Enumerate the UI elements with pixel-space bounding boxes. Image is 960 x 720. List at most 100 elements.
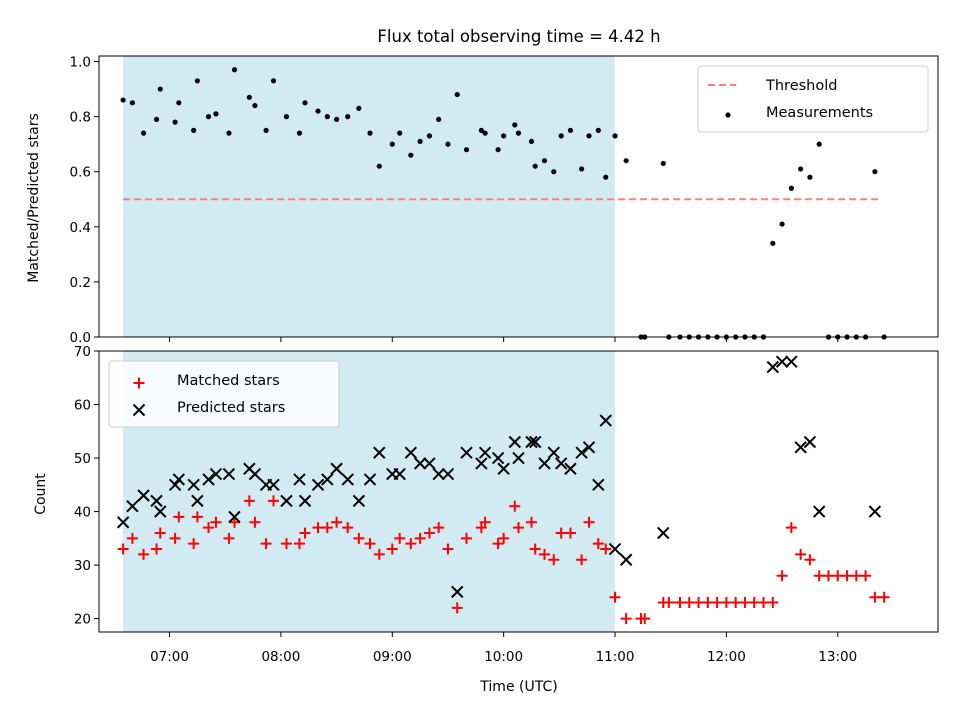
top-data-point — [660, 160, 666, 167]
bottom-data-point — [460, 446, 473, 459]
bottom-data-point — [249, 516, 261, 528]
bottom-data-point — [352, 494, 366, 508]
top-data-point — [157, 86, 163, 92]
bottom-data-point — [267, 478, 280, 492]
bottom-data-point — [860, 570, 872, 582]
bottom-panel: 20 30 40 50 60 70 07:00 08:00 09:00 10:00 11:00 12:… — [74, 344, 939, 665]
bottom-data-point — [223, 532, 235, 544]
bottom-data-point — [151, 543, 163, 555]
top-legend: Threshold Measurements — [697, 65, 929, 133]
bottom-data-point — [202, 473, 215, 486]
bottom-data-point — [609, 591, 621, 603]
bottom-y-tick-label: 30 — [74, 558, 91, 574]
bottom-data-point — [414, 532, 426, 544]
bottom-data-point — [321, 522, 333, 534]
top-data-point — [324, 114, 330, 120]
top-y-tick-label: 0.0 — [70, 330, 91, 346]
top-data-point — [623, 158, 629, 164]
bottom-data-point — [576, 554, 588, 566]
top-series-1 — [120, 67, 887, 340]
bottom-data-point — [117, 543, 129, 555]
bottom-data-point — [599, 414, 612, 427]
chart-title: Flux total observing time = 4.42 h — [377, 27, 660, 46]
bottom-y-tick-label: 70 — [74, 344, 91, 360]
top-data-point — [579, 166, 585, 172]
bottom-data-point — [841, 570, 853, 582]
bottom-x-tick-label: 08:00 — [261, 649, 300, 665]
top-data-point — [120, 97, 126, 103]
bottom-data-point — [525, 435, 538, 449]
bottom-data-point — [555, 527, 567, 539]
bottom-data-point — [187, 478, 200, 492]
bottom-data-point — [191, 511, 203, 523]
bottom-data-point — [393, 467, 406, 481]
top-data-point — [231, 67, 238, 73]
top-data-point — [283, 114, 290, 120]
bottom-x-tick-label: 07:00 — [150, 649, 189, 665]
top-data-point — [296, 130, 303, 136]
top-legend-label-0: Threshold — [765, 78, 837, 94]
bottom-data-point — [547, 446, 560, 459]
top-data-point — [270, 78, 277, 84]
bottom-data-point — [138, 548, 150, 560]
bottom-data-point — [508, 435, 521, 449]
bottom-data-point — [528, 435, 542, 449]
bottom-data-point — [150, 494, 163, 508]
top-data-point — [205, 114, 212, 120]
bottom-data-point — [116, 516, 130, 529]
bottom-x-tick-label: 13:00 — [818, 649, 857, 665]
bottom-data-point — [248, 467, 262, 481]
bottom-data-point — [498, 532, 510, 544]
bottom-series-1 — [116, 355, 882, 599]
bottom-data-point — [575, 446, 588, 459]
top-data-point — [367, 130, 373, 136]
bottom-data-point — [243, 495, 255, 507]
bottom-data-point — [748, 597, 760, 609]
top-data-point — [176, 100, 182, 106]
bottom-data-point — [525, 516, 537, 528]
bottom-y-tick-label: 60 — [74, 398, 91, 414]
bottom-data-point — [758, 597, 770, 609]
top-data-point — [426, 133, 433, 139]
bottom-data-point — [154, 505, 167, 518]
bottom-data-point — [766, 360, 780, 374]
top-data-point — [436, 116, 442, 122]
bottom-data-point — [620, 613, 632, 625]
bottom-data-point — [529, 543, 541, 555]
bottom-data-point — [674, 597, 686, 609]
bottom-data-point — [730, 597, 742, 609]
bottom-data-point — [804, 554, 816, 566]
bottom-data-point — [600, 543, 612, 555]
x-axis-label: Time (UTC) — [479, 679, 557, 695]
top-data-point — [172, 119, 178, 125]
top-data-point — [779, 221, 785, 227]
bottom-y-axis-label: Count — [33, 473, 49, 515]
bottom-data-point — [394, 532, 406, 544]
bottom-legend-swatch-1 — [132, 403, 146, 417]
bottom-data-point — [342, 522, 354, 534]
bottom-data-point — [126, 532, 138, 544]
top-data-point — [528, 138, 535, 145]
bottom-data-point — [191, 494, 204, 508]
bottom-data-point — [513, 522, 524, 534]
bottom-data-point — [451, 602, 463, 614]
top-legend-box — [697, 65, 929, 133]
top-data-point — [770, 240, 776, 246]
bottom-data-point — [353, 532, 365, 544]
bottom-data-point — [373, 446, 386, 459]
top-panel: 0.0 0.2 0.4 0.6 0.8 1.0 Threshold Measurements — [70, 55, 939, 346]
bottom-data-point — [739, 597, 751, 609]
bottom-data-point — [512, 451, 525, 465]
top-data-point — [807, 174, 813, 180]
bottom-data-point — [564, 527, 576, 539]
bottom-data-point — [364, 538, 376, 550]
bottom-y-tick-label: 20 — [74, 612, 91, 628]
bottom-data-point — [386, 543, 398, 555]
bottom-x-tick-label: 10:00 — [484, 649, 523, 665]
bottom-data-point — [785, 355, 798, 368]
bottom-data-point — [813, 570, 825, 582]
bottom-x-tick-label: 11:00 — [596, 649, 635, 665]
bottom-data-point — [173, 511, 185, 523]
top-data-point — [541, 158, 548, 164]
top-y-tick-label: 1.0 — [70, 55, 91, 71]
